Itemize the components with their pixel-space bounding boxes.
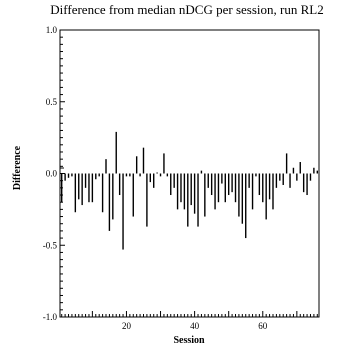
y-tick-label: -0.5 <box>43 240 58 250</box>
y-tick-label: 0.0 <box>46 169 58 179</box>
x-axis-label: Session <box>173 335 205 346</box>
y-axis-label: Difference <box>12 145 23 190</box>
chart-title: Difference from median nDCG per session,… <box>50 2 323 17</box>
y-tick-label: 0.5 <box>46 97 58 107</box>
x-tick-label: 60 <box>258 321 268 331</box>
x-tick-label: 20 <box>122 321 132 331</box>
x-axis: 20 40 60 <box>61 311 318 331</box>
y-tick-label: -1.0 <box>43 312 58 322</box>
y-tick-label: 1.0 <box>46 25 58 35</box>
y-axis: -1.0 -0.5 0.0 0.5 1.0 <box>43 25 65 322</box>
bar-series <box>61 131 318 250</box>
x-tick-label: 40 <box>190 321 200 331</box>
